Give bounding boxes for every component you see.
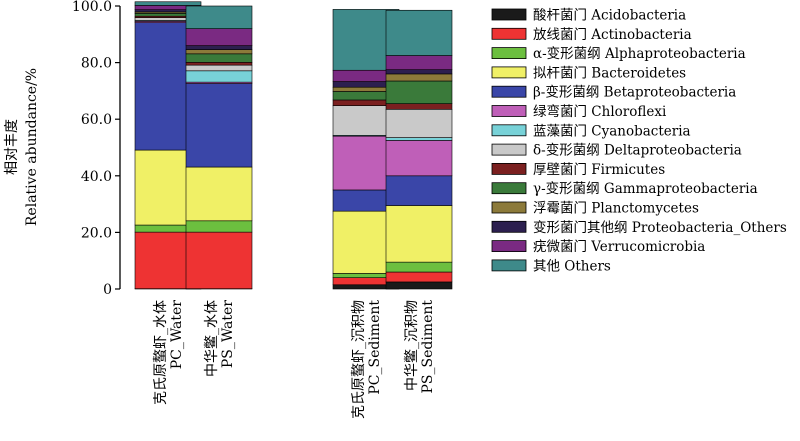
- legend-swatch: [491, 240, 527, 253]
- x-tick-label-en: PS_Sediment: [420, 300, 436, 394]
- y-tick-label: 100.0: [72, 0, 112, 15]
- bar-segment-others: [185, 5, 253, 29]
- legend-swatch: [491, 8, 527, 21]
- legend-label: 浮霉菌门 Planctomycetes: [533, 201, 699, 217]
- legend-swatch: [491, 182, 527, 195]
- x-tick-label-cn: 中华鳖_水体: [204, 300, 220, 377]
- bar-segment-deltaproteobacteria: [185, 64, 253, 72]
- legend-label: 疣微菌门 Verrucomicrobia: [533, 239, 705, 255]
- y-axis-title-cn: 相对丰度: [4, 119, 20, 175]
- legend-label: 拟杆菌门 Bacteroidetes: [533, 65, 686, 81]
- bar-segment-verrucomicrobia: [385, 55, 453, 70]
- legend-label: γ-变形菌纲 Gammaproteobacteria: [533, 181, 758, 197]
- bar-segment-planctomycetes: [185, 49, 253, 55]
- x-tick-label-en: PS_Water: [220, 300, 236, 368]
- x-tick-label-ps_water: 中华鳖_水体 PS_Water: [204, 300, 236, 377]
- x-tick-label-cn: 克氏原螯虾_水体: [153, 300, 169, 405]
- y-tick-label: 60.0: [81, 112, 112, 128]
- x-tick-label-pc_water: 克氏原螯虾_水体 PC_Water: [153, 300, 185, 405]
- legend-entry: 其他 Others: [491, 258, 611, 274]
- legend-swatch: [491, 220, 527, 233]
- legend-swatch: [491, 143, 527, 156]
- bar-segment-alphaproteobacteria: [185, 220, 253, 233]
- x-tick-label-en: PC_Water: [169, 300, 185, 370]
- legend-label: 厚壁菌门 Firmicutes: [533, 162, 665, 178]
- bar-segment-betaproteobacteria: [385, 175, 453, 206]
- legend-entry: 厚壁菌门 Firmicutes: [491, 162, 665, 178]
- y-tick-label: 20.0: [81, 225, 112, 241]
- bar-segment-actinobacteria: [385, 271, 453, 283]
- bar-segment-planctomycetes: [385, 73, 453, 82]
- legend-entry: 疣微菌门 Verrucomicrobia: [491, 239, 705, 255]
- legend-swatch: [491, 162, 527, 175]
- legend: 酸杆菌门 Acidobacteria 放线菌门 Actinobacteria α-变…: [491, 8, 787, 274]
- y-tick-label: 40.0: [81, 169, 112, 185]
- legend-label: α-变形菌纲 Alphaproteobacteria: [533, 46, 746, 62]
- legend-entry: γ-变形菌纲 Gammaproteobacteria: [491, 181, 758, 197]
- bar-segment-cyanobacteria: [185, 70, 253, 83]
- bar-segment-cyanobacteria: [385, 137, 453, 141]
- bar-segment-firmicutes: [185, 62, 253, 66]
- legend-entry: 拟杆菌门 Bacteroidetes: [491, 65, 686, 81]
- bar-segment-bacteroidetes: [185, 166, 253, 222]
- legend-entry: 绿弯菌门 Chloroflexi: [491, 103, 667, 120]
- y-tick-label: 0: [103, 282, 112, 298]
- y-tick-label: 80.0: [81, 56, 112, 72]
- legend-label: 酸杆菌门 Acidobacteria: [533, 8, 686, 24]
- bar-segment-deltaproteobacteria: [385, 108, 453, 138]
- legend-entry: 浮霉菌门 Planctomycetes: [491, 201, 699, 217]
- legend-swatch: [491, 105, 527, 117]
- legend-label: β-变形菌纲 Betaproteobacteria: [533, 85, 736, 101]
- bar-stack-ps_water: [185, 5, 253, 290]
- bar-segment-betaproteobacteria: [185, 83, 253, 168]
- bar-segment-proteobacteria_others: [385, 69, 453, 75]
- legend-label: 其他 Others: [533, 258, 611, 274]
- legend-swatch: [491, 27, 527, 40]
- bar-segment-acidobacteria: [385, 281, 453, 290]
- legend-entry: 变形菌门其他纲 Proteobacteria_Others: [491, 220, 787, 236]
- legend-entry: δ-变形菌纲 Deltaproteobacteria: [491, 143, 742, 159]
- legend-entry: 放线菌门 Actinobacteria: [491, 27, 692, 43]
- bar-segment-bacteroidetes: [385, 205, 453, 263]
- legend-swatch: [491, 259, 527, 272]
- y-axis: 0 20.0 40.0 60.0 80.0 100.0: [72, 0, 121, 298]
- x-tick-label-pc_sediment: 克氏原螯虾_沉积物 PC_Sediment: [351, 300, 383, 419]
- legend-label: 绿弯菌门 Chloroflexi: [533, 103, 667, 120]
- legend-swatch: [491, 66, 527, 79]
- bar-segment-proteobacteria_others: [185, 45, 253, 50]
- bar-segment-verrucomicrobia: [185, 28, 253, 46]
- legend-label: δ-变形菌纲 Deltaproteobacteria: [533, 143, 742, 159]
- legend-swatch: [491, 124, 527, 137]
- y-axis-title-en: Relative abundance/%: [24, 68, 40, 226]
- legend-swatch: [491, 201, 527, 214]
- x-tick-label-en: PC_Sediment: [367, 300, 383, 395]
- bar-segment-firmicutes: [385, 103, 453, 110]
- legend-label: 蓝藻菌门 Cyanobacteria: [533, 123, 691, 139]
- legend-entry: 蓝藻菌门 Cyanobacteria: [491, 123, 691, 139]
- bar-segment-alphaproteobacteria: [385, 261, 453, 273]
- legend-swatch: [491, 47, 527, 59]
- legend-entry: 酸杆菌门 Acidobacteria: [491, 8, 686, 24]
- legend-label: 放线菌门 Actinobacteria: [533, 27, 692, 43]
- plot-area: [134, 1, 453, 290]
- bar-segment-gammaproteobacteria: [385, 80, 453, 104]
- bar-segment-others: [134, 1, 202, 6]
- legend-label: 变形菌门其他纲 Proteobacteria_Others: [533, 220, 787, 236]
- bar-segment-actinobacteria: [185, 231, 253, 290]
- x-tick-label-ps_sediment: 中华鳖_沉积物 PS_Sediment: [404, 300, 436, 394]
- x-tick-label-cn: 中华鳖_沉积物: [404, 300, 420, 391]
- bar-segment-chloroflexi: [385, 140, 453, 177]
- legend-swatch: [491, 85, 527, 98]
- x-axis: 克氏原螯虾_水体 PC_Water 中华鳖_水体 PS_Water 克氏原螯虾_沉积物 P…: [153, 300, 436, 419]
- bar-segment-others: [385, 9, 453, 56]
- bar-segment-gammaproteobacteria: [185, 53, 253, 63]
- bar-stack-ps_sediment: [385, 9, 453, 290]
- legend-entry: α-变形菌纲 Alphaproteobacteria: [491, 46, 746, 62]
- legend-entry: β-变形菌纲 Betaproteobacteria: [491, 85, 736, 101]
- x-tick-label-cn: 克氏原螯虾_沉积物: [351, 300, 367, 419]
